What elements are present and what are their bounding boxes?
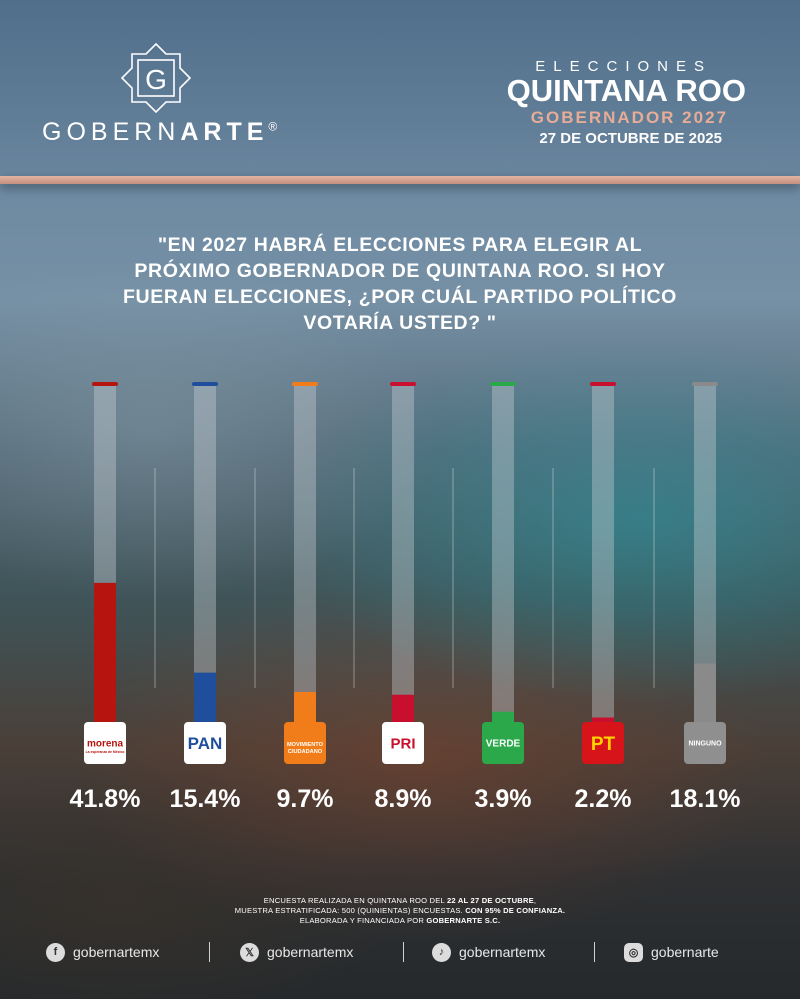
brand-name-bold: ARTE: [180, 118, 269, 146]
bar-track: [392, 385, 414, 725]
bar-cap: [590, 382, 616, 386]
social-handle: gobernartemx: [267, 944, 354, 960]
bar-track: [294, 385, 316, 725]
note-line1-c: ,: [533, 896, 537, 905]
party-logo-label: MOVIMIENTO: [287, 742, 324, 748]
note-line1-a: ENCUESTA REALIZADA EN QUINTANA ROO DEL: [263, 896, 447, 905]
svg-text:G: G: [145, 64, 167, 95]
party-logo-label: PT: [591, 734, 616, 755]
party-logo-sublabel: La esperanza de México: [86, 750, 125, 754]
tiktok-icon: ♪: [432, 942, 451, 962]
note-line2-b: CON 95% DE CONFIANZA.: [465, 906, 566, 915]
title-office: GOBERNADOR 2027: [530, 108, 728, 127]
party-logo-tile: [284, 722, 326, 764]
title-date: 27 DE OCTUBRE DE 2025: [539, 130, 722, 147]
bar-cap: [292, 382, 318, 386]
bar-track: [592, 385, 614, 725]
percentage-label: 3.9%: [475, 785, 532, 813]
party-logo-tile: [684, 722, 726, 764]
percentage-label: 8.9%: [375, 785, 432, 813]
brand-logo-icon: G: [120, 42, 192, 114]
title-kicker: ELECCIONES: [535, 58, 712, 75]
social-separator: [209, 942, 210, 962]
party-logo-label: PAN: [188, 734, 223, 753]
social-tiktok[interactable]: ♪ gobernartemx: [432, 937, 545, 967]
registered-mark: ®: [268, 119, 283, 134]
social-links: f gobernartemx 𝕏 gobernartemx ♪ gobernar…: [0, 937, 800, 967]
title-state: QUINTANA ROO: [506, 73, 746, 108]
x-icon: 𝕏: [240, 942, 259, 962]
bar-track: [694, 385, 716, 725]
social-x[interactable]: 𝕏 gobernartemx: [240, 937, 353, 967]
percentage-label: 2.2%: [575, 785, 632, 813]
methodology-note: ENCUESTA REALIZADA EN QUINTANA ROO DEL 2…: [150, 896, 650, 926]
bar-cap: [92, 382, 118, 386]
bar-track: [194, 385, 216, 725]
bar-pri: [392, 694, 414, 725]
bar-track: [492, 385, 514, 725]
bar-cap: [390, 382, 416, 386]
party-logo-tile: [84, 722, 126, 764]
party-logo-label: VERDE: [486, 739, 521, 750]
note-line3-b: GOBERNARTE S.C.: [426, 916, 501, 925]
header-divider: [0, 176, 800, 184]
note-line2-a: MUESTRA ESTRATIFICADA: 500 (QUINIENTAS) …: [234, 906, 466, 915]
bar-pan: [194, 672, 216, 725]
instagram-icon: ◎: [624, 942, 643, 962]
percentage-label: 9.7%: [277, 785, 334, 813]
social-instagram[interactable]: ◎ gobernarte: [624, 937, 719, 967]
party-logo-tile: [482, 722, 524, 764]
party-logo-label: NINGUNO: [688, 741, 722, 748]
social-separator: [594, 942, 595, 962]
party-logo-label: morena: [87, 739, 124, 750]
note-line3-a: ELABORADA Y FINANCIADA POR: [299, 916, 427, 925]
social-facebook[interactable]: f gobernartemx: [46, 937, 159, 967]
bar-cap: [192, 382, 218, 386]
bar-cap: [692, 382, 718, 386]
note-line1-b: 22 AL 27 DE OCTUBRE: [446, 896, 534, 905]
header-band: [0, 0, 800, 178]
party-logo-tile: [184, 722, 226, 764]
brand-wordmark: GOBERNARTE®: [42, 118, 292, 147]
social-separator: [403, 942, 404, 962]
facebook-icon: f: [46, 942, 65, 962]
party-logo-tile: [582, 722, 624, 764]
party-logo-label: CIUDADANO: [288, 749, 323, 755]
social-handle: gobernarte: [651, 944, 719, 960]
percentage-label: 15.4%: [170, 785, 241, 813]
survey-question: "EN 2027 HABRÁ ELECCIONES PARA ELEGIR AL…: [123, 234, 677, 334]
bar-movimiento-ciudadano: [294, 692, 316, 725]
brand-name-light: GOBERN: [42, 118, 181, 146]
social-handle: gobernartemx: [73, 944, 160, 960]
social-handle: gobernartemx: [459, 944, 546, 960]
bar-ninguno: [694, 663, 716, 725]
percentage-label: 41.8%: [70, 785, 141, 813]
bar-morena: [94, 582, 116, 725]
party-logo-tile: [382, 722, 424, 764]
party-logo-label: PRI: [390, 735, 415, 752]
bar-verde: [492, 711, 514, 725]
bar-cap: [490, 382, 516, 386]
percentage-label: 18.1%: [670, 785, 741, 813]
bar-pt: [592, 717, 614, 725]
